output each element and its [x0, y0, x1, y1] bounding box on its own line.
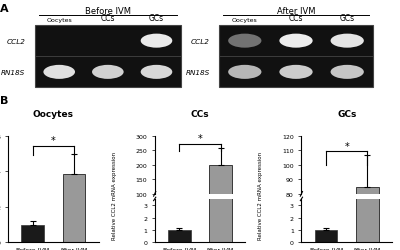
Text: *: * [198, 134, 202, 143]
Text: *: * [344, 141, 349, 151]
Ellipse shape [228, 34, 262, 48]
Text: CCL2: CCL2 [6, 38, 25, 44]
Text: RN18S: RN18S [1, 70, 25, 75]
Ellipse shape [141, 34, 172, 48]
Title: GCs: GCs [337, 110, 356, 119]
Bar [209, 165, 232, 223]
Text: GCs: GCs [340, 14, 355, 23]
Ellipse shape [92, 66, 124, 80]
Bar [168, 230, 191, 242]
Text: *: * [51, 136, 56, 146]
Bar [219, 26, 373, 88]
Bar [315, 230, 338, 242]
Text: A: A [0, 4, 9, 14]
Ellipse shape [228, 66, 262, 80]
Text: Oocytes: Oocytes [232, 18, 258, 23]
Y-axis label: Relative CCL2 mRNA expression: Relative CCL2 mRNA expression [258, 151, 263, 239]
Text: Before IVM: Before IVM [85, 6, 131, 16]
Ellipse shape [141, 66, 172, 80]
Bar [356, 187, 379, 250]
Title: CCs: CCs [191, 110, 209, 119]
Text: CCs: CCs [289, 14, 303, 23]
Ellipse shape [330, 66, 364, 80]
Ellipse shape [43, 66, 75, 80]
Y-axis label: Relative CCL2 mRNA expression: Relative CCL2 mRNA expression [112, 151, 117, 239]
Text: B: B [0, 96, 9, 106]
Bar [62, 174, 85, 242]
Ellipse shape [279, 34, 313, 48]
Text: Oocytes: Oocytes [46, 18, 72, 23]
Ellipse shape [279, 66, 313, 80]
Bar [21, 225, 44, 242]
Text: GCs: GCs [149, 14, 164, 23]
Text: CCs: CCs [100, 14, 115, 23]
Text: RN18S: RN18S [185, 70, 210, 75]
Bar [209, 0, 232, 242]
Title: Oocytes: Oocytes [33, 110, 74, 119]
Text: After IVM: After IVM [277, 6, 315, 16]
Bar [35, 26, 181, 88]
Text: CCL2: CCL2 [191, 38, 210, 44]
Bar [356, 0, 379, 242]
Ellipse shape [330, 34, 364, 48]
